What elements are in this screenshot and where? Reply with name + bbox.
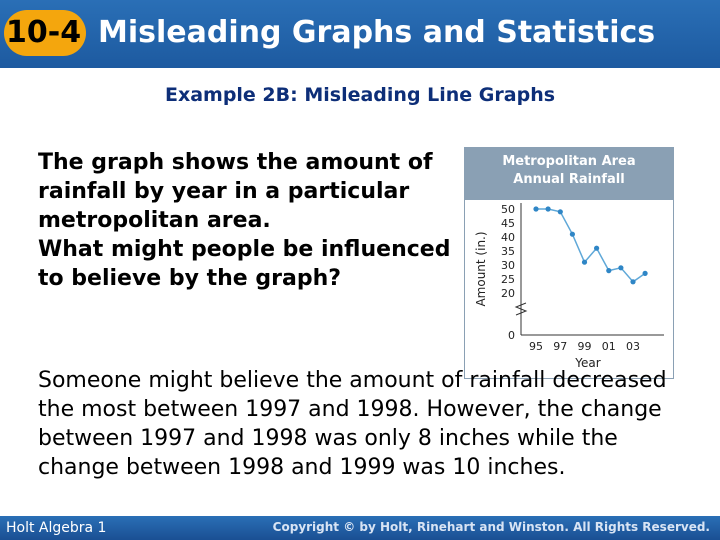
chart-title-line2: Annual Rainfall [513, 172, 624, 187]
lesson-badge [4, 10, 86, 56]
y-axis-label: Amount (in.) [474, 231, 488, 306]
chart-title-background [464, 147, 674, 199]
y-tick-label: 35 [501, 245, 515, 258]
axis-break-mark [514, 302, 528, 316]
data-point [557, 209, 563, 215]
x-tick-label: 01 [602, 340, 616, 353]
chart-plot-frame [463, 198, 675, 380]
y-tick-label: 30 [501, 259, 515, 272]
data-point [606, 268, 612, 274]
y-tick-label: 50 [501, 203, 515, 216]
data-point [594, 245, 600, 251]
x-tick-label: 95 [529, 340, 543, 353]
y-tick-label: 0 [508, 329, 515, 342]
x-tick-label: 97 [553, 340, 567, 353]
answer-text: Someone might believe the amount of rain… [38, 368, 667, 480]
lesson-number: 10-4 [6, 15, 82, 50]
y-tick-label: 45 [501, 217, 515, 230]
data-point [630, 279, 636, 285]
y-tick-label: 25 [501, 273, 515, 286]
slide-title: Misleading Graphs and Statistics [98, 15, 656, 50]
x-tick-label: 99 [578, 340, 592, 353]
course-name: Holt Algebra 1 [6, 520, 107, 536]
copyright-notice: Copyright © by Holt, Rinehart and Winsto… [272, 520, 710, 534]
rainfall-points [533, 206, 648, 285]
data-point [533, 206, 539, 212]
data-point [569, 231, 575, 237]
rainfall-line [536, 208, 646, 283]
y-tick-label: 20 [501, 287, 515, 300]
chart-canvas: Metropolitan Area Annual Rainfall Amount… [463, 147, 675, 380]
rainfall-chart: Metropolitan Area Annual Rainfall Amount… [463, 147, 675, 380]
y-tick-label: 40 [501, 231, 515, 244]
x-tick-label: 03 [626, 340, 640, 353]
chart-title-line1: Metropolitan Area [502, 154, 635, 169]
x-axis-label: Year [574, 356, 600, 370]
data-point [581, 259, 588, 265]
data-point [642, 270, 648, 276]
data-point [545, 206, 551, 212]
x-ticks: 95 97 99 01 03 [529, 340, 640, 353]
data-point [618, 265, 624, 271]
example-subtitle: Example 2B: Misleading Line Graphs [164, 84, 556, 106]
question-text: The graph shows the amount of rainfall b… [38, 148, 458, 293]
question-intro: The graph shows the amount of rainfall b… [38, 150, 433, 233]
title-bar: 10-4 Misleading Graphs and Statistics [0, 0, 720, 68]
footer-bar: Holt Algebra 1 Copyright © by Holt, Rine… [0, 516, 720, 540]
question-prompt: What might people be influenced to belie… [38, 237, 451, 291]
